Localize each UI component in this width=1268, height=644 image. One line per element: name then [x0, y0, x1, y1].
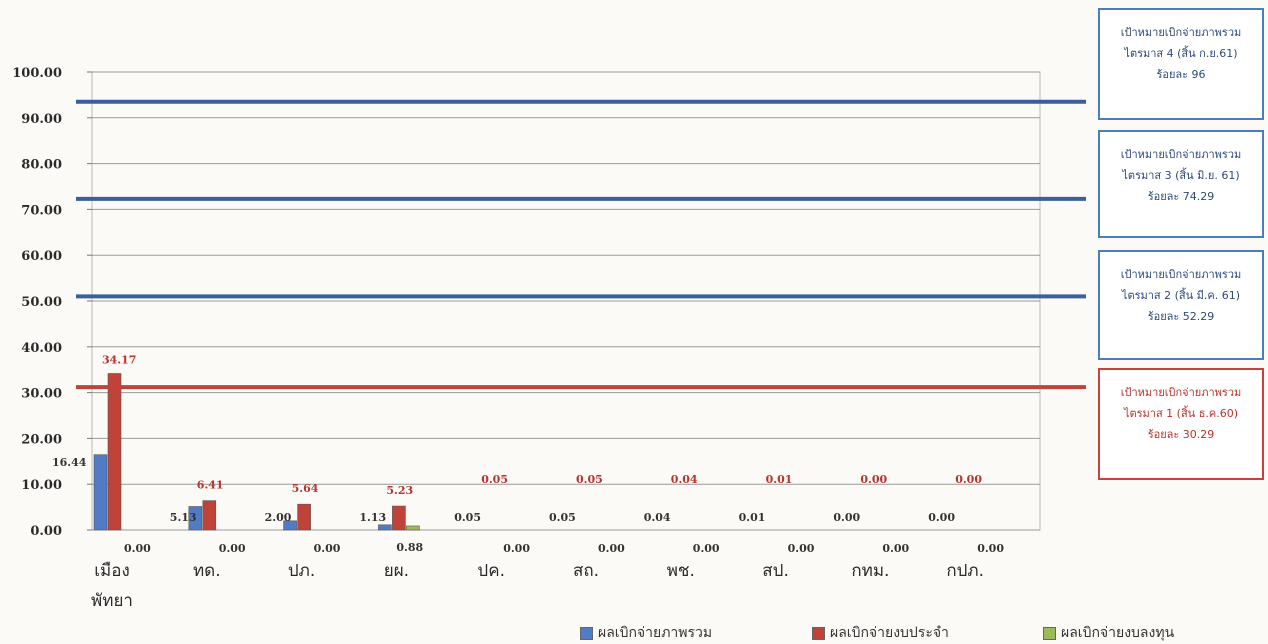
legend-item-total: ผลเบิกจ่ายภาพรวม	[580, 622, 712, 644]
legend-label-investment: ผลเบิกจ่ายงบลงทุน	[1061, 625, 1175, 641]
legend-item-regular: ผลเบิกจ่ายงบประจำ	[812, 622, 949, 644]
data-label: 0.05	[549, 511, 576, 524]
target-box-q3: เป้าหมายเบิกจ่ายภาพรวม ไตรมาส 3 (สิ้น มิ…	[1098, 130, 1264, 238]
legend-swatch-regular	[812, 626, 825, 640]
y-tick-label: 90.00	[21, 112, 62, 127]
data-label: 0.00	[788, 542, 815, 555]
data-label: 0.00	[860, 473, 887, 486]
data-label: 0.88	[396, 541, 423, 554]
legend-label-regular: ผลเบิกจ่ายงบประจำ	[830, 625, 949, 641]
x-tick-label: ยผ.	[384, 561, 409, 581]
bar-1-2	[297, 503, 311, 531]
target-box-percent: ร้อยละ 74.29	[1147, 190, 1215, 203]
target-box-percent: ร้อยละ 96	[1156, 68, 1206, 81]
bar-0-2	[283, 520, 297, 531]
data-label: 0.05	[481, 473, 508, 486]
data-label: 0.05	[454, 511, 481, 524]
bar-0-3	[378, 524, 392, 531]
y-tick-label: 10.00	[21, 478, 62, 493]
target-box-quarter: ไตรมาส 4 (สิ้น ก.ย.61)	[1124, 47, 1238, 60]
legend-swatch-total	[580, 626, 593, 640]
bar-1-3	[392, 505, 406, 531]
target-box-title: เป้าหมายเบิกจ่ายภาพรวม	[1120, 26, 1242, 39]
data-label: 34.17	[102, 354, 136, 367]
target-box-title: เป้าหมายเบิกจ่ายภาพรวม	[1120, 386, 1242, 399]
x-tick-label: พัทยา	[91, 591, 133, 611]
data-label: 0.04	[671, 473, 698, 486]
target-box-q2: เป้าหมายเบิกจ่ายภาพรวม ไตรมาส 2 (สิ้น มี…	[1098, 250, 1264, 360]
target-box-quarter: ไตรมาส 3 (สิ้น มิ.ย. 61)	[1122, 169, 1240, 182]
data-label: 0.00	[833, 511, 860, 524]
data-label: 0.00	[693, 542, 720, 555]
x-tick-label: ทด.	[193, 561, 221, 581]
data-label: 5.23	[386, 484, 413, 497]
data-label: 0.00	[314, 542, 341, 555]
data-label: 0.00	[503, 542, 530, 555]
data-label: 5.13	[170, 511, 197, 524]
x-tick-label: กปภ.	[946, 561, 984, 581]
data-label: 6.41	[197, 479, 224, 492]
data-label: 0.04	[644, 511, 671, 524]
data-label: 0.01	[766, 473, 793, 486]
target-box-q1: เป้าหมายเบิกจ่ายภาพรวม ไตรมาส 1 (สิ้น ธ.…	[1098, 368, 1264, 480]
bar-0-1	[188, 506, 203, 531]
y-tick-label: 50.00	[21, 295, 62, 310]
data-label: 16.44	[52, 456, 87, 469]
target-box-title: เป้าหมายเบิกจ่ายภาพรวม	[1120, 268, 1242, 281]
data-label: 0.00	[955, 473, 982, 486]
legend-label-total: ผลเบิกจ่ายภาพรวม	[598, 625, 713, 641]
y-tick-label: 40.00	[21, 341, 62, 356]
target-box-percent: ร้อยละ 30.29	[1147, 428, 1215, 441]
y-tick-label: 100.00	[12, 66, 62, 81]
data-label: 0.00	[219, 542, 246, 555]
bar-2-3	[406, 525, 420, 531]
x-tick-label: กทม.	[851, 561, 889, 581]
y-tick-label: 0.00	[30, 524, 62, 539]
x-tick-label: สป.	[762, 561, 789, 581]
data-label: 2.00	[265, 511, 292, 524]
data-label: 5.64	[292, 482, 319, 495]
y-tick-label: 80.00	[21, 158, 62, 173]
x-tick-label: ปภ.	[288, 561, 315, 581]
data-label: 0.00	[977, 542, 1004, 555]
data-label: 0.01	[739, 511, 766, 524]
data-label: 0.00	[124, 542, 151, 555]
bar-1-0	[107, 373, 122, 531]
x-tick-label: พช.	[667, 561, 695, 581]
x-tick-label: สถ.	[573, 561, 599, 581]
x-tick-label: เมือง	[94, 561, 130, 581]
target-box-q4: เป้าหมายเบิกจ่ายภาพรวม ไตรมาส 4 (สิ้น ก.…	[1098, 8, 1264, 120]
data-label: 0.00	[882, 542, 909, 555]
data-label: 1.13	[359, 511, 386, 524]
target-box-title: เป้าหมายเบิกจ่ายภาพรวม	[1120, 148, 1242, 161]
y-tick-label: 30.00	[21, 387, 62, 402]
data-label: 0.00	[928, 511, 955, 524]
y-tick-label: 60.00	[21, 249, 62, 264]
x-tick-label: ปค.	[477, 561, 505, 581]
y-tick-label: 20.00	[21, 432, 62, 447]
legend-swatch-investment	[1043, 626, 1056, 640]
target-box-quarter: ไตรมาส 1 (สิ้น ธ.ค.60)	[1123, 407, 1239, 420]
y-tick-label: 70.00	[21, 203, 62, 218]
bar-1-1	[202, 500, 217, 531]
target-box-quarter: ไตรมาส 2 (สิ้น มี.ค. 61)	[1121, 289, 1241, 302]
data-label: 0.05	[576, 473, 603, 486]
data-label: 0.00	[598, 542, 625, 555]
bar-0-0	[93, 454, 108, 531]
target-box-percent: ร้อยละ 52.29	[1147, 310, 1215, 323]
legend-item-investment: ผลเบิกจ่ายงบลงทุน	[1043, 622, 1174, 644]
